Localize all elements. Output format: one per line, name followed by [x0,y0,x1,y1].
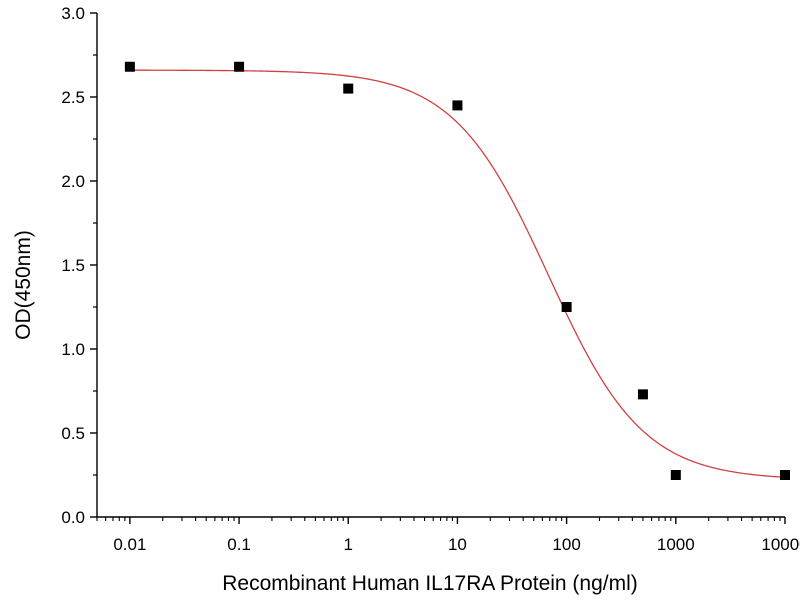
data-point [452,100,463,111]
x-tick-label: 1000 [657,535,695,554]
y-tick-label: 2.0 [61,172,85,191]
x-tick-label: 10 [448,535,467,554]
data-points-layer [124,61,790,480]
y-tick-label: 0.5 [61,424,85,443]
data-point [637,389,648,400]
data-point [670,470,681,480]
fit-curve-layer [129,69,786,478]
fit-curve [129,69,786,478]
x-tick-label: 1 [344,535,353,554]
data-point [780,470,790,480]
data-point [561,302,572,312]
x-tick-label: 0.1 [227,535,251,554]
data-point [124,61,135,72]
y-tick-label: 1.0 [61,340,85,359]
x-tick-label: 0.01 [113,535,146,554]
data-point [343,83,354,94]
y-tick-label: 1.5 [61,256,85,275]
x-tick-label: 10000 [761,535,800,554]
x-axis-title: Recombinant Human IL17RA Protein (ng/ml) [222,572,638,595]
y-tick-label: 3.0 [61,4,85,23]
y-tick-label: 2.5 [61,88,85,107]
y-tick-label: 0.0 [61,508,85,527]
data-point [234,61,245,72]
y-axis-title: OD(450nm) [12,230,35,340]
labels-layer: Recombinant Human IL17RA Protein (ng/ml)… [12,230,638,595]
x-tick-label: 100 [552,535,580,554]
axes-layer: 0.0 0.5 1.0 1.5 2.0 2.5 3.0 0.01 0.1 1 10 100 1000 10… [61,4,800,554]
